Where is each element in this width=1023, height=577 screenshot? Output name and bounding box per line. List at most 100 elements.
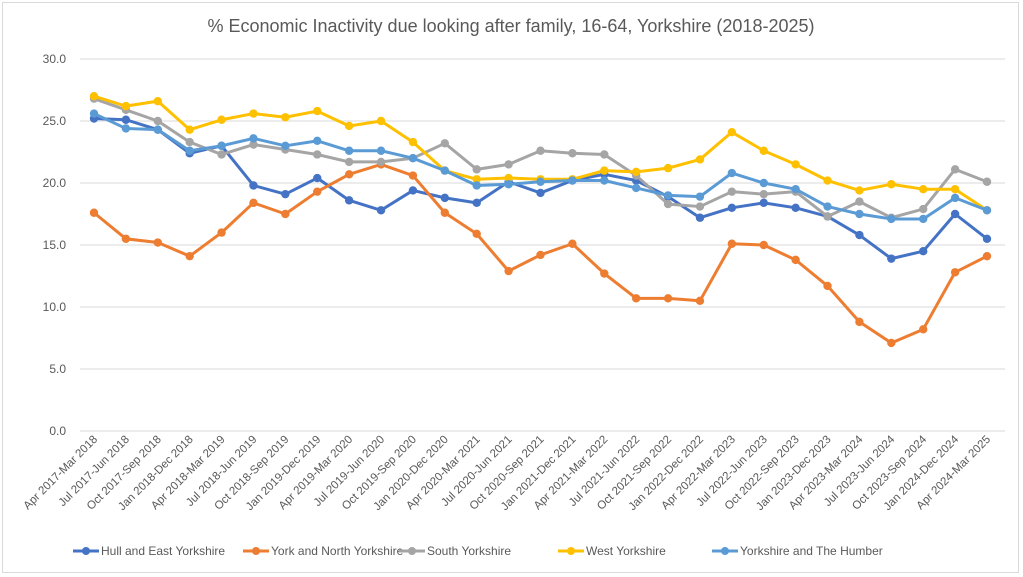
y-tick-label: 30.0 (43, 52, 67, 66)
data-point (408, 171, 418, 180)
y-axis-ticks: 0.0 5.0 10.0 15.0 20.0 25.0 30.0 (43, 52, 67, 438)
data-point (249, 181, 258, 190)
data-point (217, 150, 226, 159)
data-point (440, 139, 450, 148)
data-point (982, 177, 992, 186)
data-point (281, 189, 290, 199)
data-point (950, 185, 960, 194)
data-point (313, 150, 322, 159)
legend: Hull and East Yorkshire York and North Yo… (73, 544, 883, 558)
y-tick-label: 10.0 (43, 300, 67, 314)
data-point (472, 181, 481, 190)
y-tick-label: 5.0 (49, 362, 66, 376)
data-point (950, 209, 960, 219)
legend-item: South Yorkshire (399, 544, 511, 558)
data-point (791, 160, 800, 169)
series-line (92, 97, 989, 220)
data-point (887, 180, 896, 189)
data-point (185, 137, 194, 147)
series-york-and-north-yorkshire (89, 160, 992, 348)
series-yorkshire-and-the-humber (89, 109, 992, 224)
data-point (504, 173, 513, 183)
data-point (313, 173, 322, 183)
data-point (536, 146, 545, 155)
data-point (153, 238, 162, 247)
data-point (121, 115, 131, 124)
data-point (759, 178, 768, 188)
data-point (855, 186, 864, 195)
data-point (185, 251, 194, 261)
data-point (759, 198, 768, 208)
data-point (919, 214, 928, 224)
legend-label: West Yorkshire (586, 544, 666, 558)
data-point (440, 208, 450, 217)
data-point (727, 203, 737, 212)
data-point (376, 157, 386, 167)
data-point (121, 101, 131, 111)
data-point (313, 136, 322, 146)
y-tick-label: 20.0 (43, 176, 67, 190)
data-point (504, 266, 513, 276)
data-point (600, 176, 609, 185)
data-point (89, 208, 99, 217)
data-point (376, 116, 386, 126)
data-point (695, 296, 705, 305)
y-tick-label: 25.0 (43, 114, 67, 128)
legend-marker-icon (82, 547, 90, 555)
data-point (472, 175, 481, 184)
data-point (249, 198, 258, 208)
data-point (536, 177, 545, 186)
data-point (663, 199, 673, 209)
data-point (313, 106, 322, 116)
data-point (759, 240, 768, 250)
data-point (281, 209, 290, 219)
data-point (950, 268, 960, 277)
data-point (281, 141, 290, 150)
data-point (855, 209, 864, 219)
data-point (344, 146, 354, 155)
data-point (631, 167, 641, 177)
chart-title: % Economic Inactivity due looking after … (208, 16, 815, 36)
data-point (855, 317, 864, 327)
data-point (440, 166, 450, 175)
data-point (344, 121, 354, 131)
data-point (504, 180, 513, 189)
data-point (631, 183, 641, 193)
data-point (982, 206, 992, 215)
data-point (791, 255, 800, 265)
series-layer (89, 92, 992, 348)
legend-item: York and North Yorkshire (243, 544, 404, 558)
data-point (121, 124, 131, 133)
data-point (536, 250, 545, 260)
data-point (89, 92, 99, 101)
data-point (695, 192, 705, 201)
data-point (408, 154, 418, 163)
data-point (313, 187, 322, 196)
data-point (982, 234, 992, 243)
data-point (695, 155, 705, 164)
data-point (919, 247, 928, 256)
data-point (759, 189, 768, 199)
data-point (344, 196, 354, 205)
data-point (791, 203, 800, 212)
data-point (600, 166, 609, 175)
legend-marker-icon (408, 547, 416, 555)
data-point (504, 160, 513, 169)
data-point (823, 212, 832, 221)
data-point (919, 325, 928, 334)
data-point (249, 134, 258, 143)
data-point (440, 193, 450, 203)
legend-label: Yorkshire and The Humber (740, 544, 883, 558)
legend-marker-icon (252, 547, 260, 555)
data-point (344, 170, 354, 179)
data-point (887, 254, 896, 263)
data-point (153, 125, 162, 134)
data-point (663, 191, 673, 200)
data-point (663, 163, 673, 173)
data-point (408, 186, 418, 195)
data-point (217, 141, 226, 150)
data-point (121, 234, 131, 243)
data-point (950, 193, 960, 203)
data-point (153, 96, 162, 106)
